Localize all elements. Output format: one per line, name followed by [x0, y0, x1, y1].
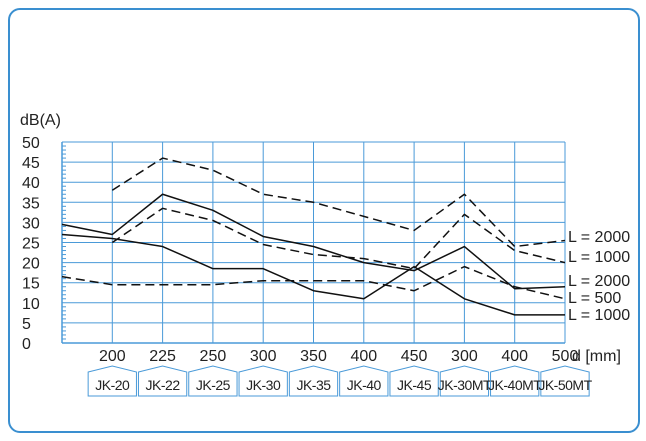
model-label: JK-40 [347, 377, 382, 393]
x-tick-label: 300 [250, 348, 277, 365]
series-line-0 [111, 157, 566, 248]
y-axis-ticks: 0 5 10 15 20 25 30 35 40 45 50 [22, 135, 40, 353]
series-label-2: L = 2000 [568, 273, 630, 290]
series-label-1: L = 1000 [568, 249, 630, 266]
model-label: JK-45 [397, 377, 432, 393]
x-tick-label: 400 [501, 348, 528, 365]
y-tick-label: 10 [22, 296, 40, 313]
y-tick-label: 20 [22, 256, 40, 273]
model-label: JK-20 [95, 377, 130, 393]
model-label: JK-40MT [488, 377, 542, 393]
model-box [238, 365, 288, 397]
y-tick-label: 0 [22, 336, 31, 353]
x-tick-label: 500 [552, 348, 579, 365]
model-box [137, 365, 188, 397]
model-labels: JK-20 JK-22 JK-25 JK-30 JK-35 JK-40 JK-45 JK-30… [87, 365, 593, 397]
model-box [490, 365, 540, 397]
model-label: JK-50MT [538, 377, 592, 393]
x-tick-label: 450 [401, 348, 428, 365]
chart-grid [61, 141, 566, 344]
x-tick-label: 300 [451, 348, 478, 365]
x-tick-label: 200 [99, 348, 126, 365]
chart-frame [8, 8, 640, 433]
model-box [540, 365, 590, 397]
series-line-1 [111, 207, 566, 270]
series-label-4: L = 1000 [568, 307, 630, 324]
model-label: JK-25 [196, 377, 231, 393]
y-tick-label: 35 [22, 195, 40, 212]
x-axis-ticks: 200 225 250 300 350 400 450 300 400 500 [99, 348, 578, 365]
model-box [188, 365, 238, 397]
y-tick-label: 25 [22, 236, 40, 253]
model-box [339, 365, 389, 397]
model-label: JK-35 [296, 377, 331, 393]
series-line-4 [61, 233, 565, 316]
x-tick-label: 250 [200, 348, 227, 365]
y-axis-label: dB(A) [20, 112, 61, 129]
model-label: JK-22 [146, 377, 181, 393]
y-tick-label: 30 [22, 215, 40, 232]
y-tick-label: 15 [22, 276, 40, 293]
model-box [87, 365, 137, 397]
model-label: JK-30 [246, 377, 281, 393]
series-label-3: L = 500 [568, 290, 621, 307]
model-box [389, 365, 439, 397]
y-tick-label: 40 [22, 175, 40, 192]
y-tick-label: 45 [22, 155, 40, 172]
x-tick-label: 350 [300, 348, 327, 365]
x-axis-label: d [mm] [572, 348, 621, 365]
model-box [288, 365, 339, 397]
series-layer [61, 157, 566, 316]
model-label: JK-30MT [438, 377, 492, 393]
series-line-2 [61, 193, 566, 290]
series-line-3 [61, 265, 566, 300]
series-label-0: L = 2000 [568, 229, 630, 246]
y-tick-label: 5 [22, 316, 31, 333]
x-tick-label: 400 [350, 348, 377, 365]
y-tick-label: 50 [22, 135, 40, 152]
model-box [439, 365, 490, 397]
x-tick-label: 225 [149, 348, 176, 365]
